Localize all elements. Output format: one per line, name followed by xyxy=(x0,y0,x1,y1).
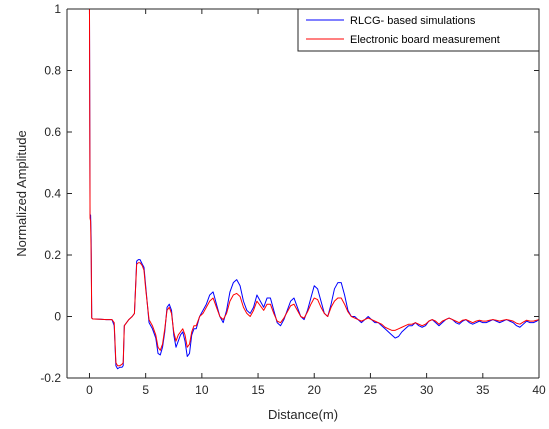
legend: RLCG- based simulations Electronic board … xyxy=(297,8,540,52)
y-tick-label: 0.8 xyxy=(44,64,61,78)
x-tick-label: 0 xyxy=(86,383,93,397)
x-tick-label: 15 xyxy=(251,383,265,397)
x-tick-label: 30 xyxy=(420,383,434,397)
legend-label-2: Electronic board measurement xyxy=(350,34,500,46)
series-group xyxy=(88,9,539,370)
x-tick-label: 5 xyxy=(142,383,149,397)
x-tick-label: 40 xyxy=(532,383,546,397)
x-tick-label: 10 xyxy=(195,383,209,397)
y-tick-label: 0.2 xyxy=(44,248,61,262)
series-line-2 xyxy=(88,9,539,367)
x-axis-label: Distance(m) xyxy=(268,407,338,422)
x-tick-label: 25 xyxy=(364,383,378,397)
y-axis-label: Normalized Amplitude xyxy=(14,130,29,256)
legend-label-1: RLCG- based simulations xyxy=(350,15,476,27)
x-tick-label: 20 xyxy=(308,383,322,397)
plot-area xyxy=(67,9,539,378)
y-tick-label: 0.4 xyxy=(44,187,61,201)
plot-background xyxy=(67,9,539,378)
y-tick-label: 0 xyxy=(54,310,61,324)
legend-box xyxy=(297,8,540,52)
y-tick-label: 0.6 xyxy=(44,125,61,139)
series-line-1 xyxy=(88,9,539,370)
y-tick-label: -0.2 xyxy=(40,371,61,385)
x-axis-ticks: 0 5 10 15 20 25 30 35 40 xyxy=(86,9,546,397)
x-tick-label: 35 xyxy=(476,383,490,397)
y-tick-label: 1 xyxy=(54,2,61,16)
y-axis-ticks: -0.2 0 0.2 0.4 0.6 0.8 1 xyxy=(40,2,539,385)
